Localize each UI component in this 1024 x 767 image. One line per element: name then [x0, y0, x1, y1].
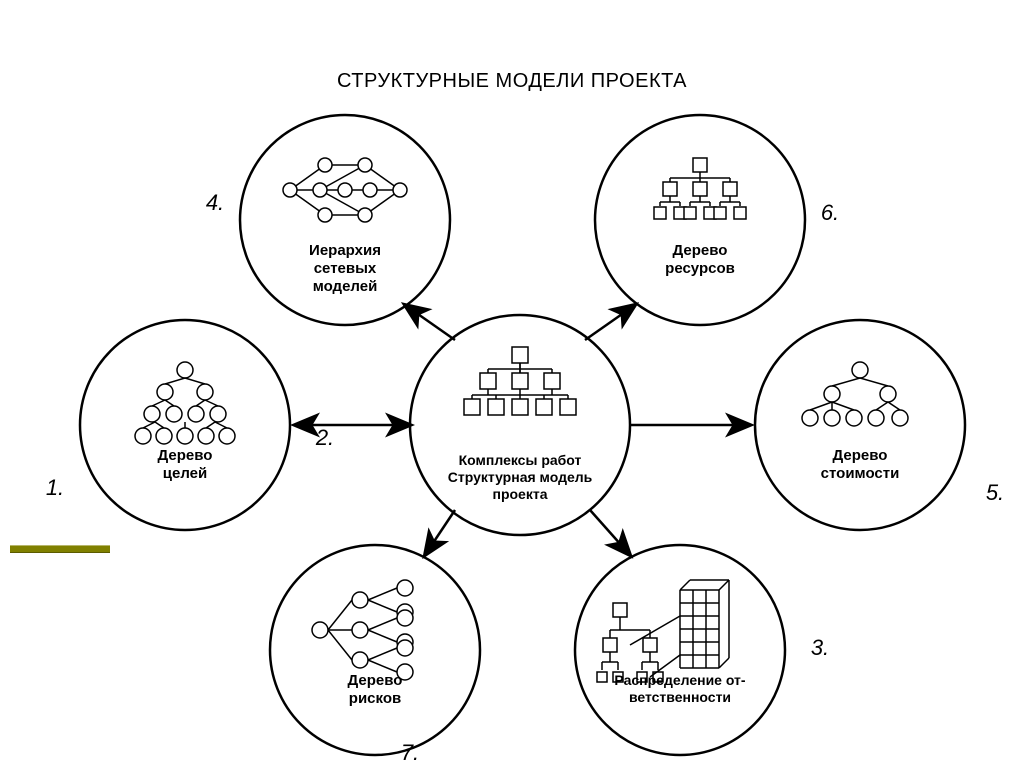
circles-risk-icon: [312, 580, 413, 680]
node-n5: Деревостоимости: [755, 320, 965, 530]
node-n4-label-1: Иерархия: [309, 242, 381, 259]
diagram-svg: Комплексы работСтруктурная модельпроекта…: [10, 100, 1014, 760]
number-label-n3: 3.: [811, 635, 829, 660]
network-hex-icon: [283, 158, 407, 222]
page-title: СТРУКТУРНЫЕ МОДЕЛИ ПРОЕКТА: [0, 70, 1024, 93]
node-n4-label-2: сетевых: [314, 260, 377, 277]
node-n1-label-1: Дерево: [158, 447, 213, 464]
diagram-canvas: Комплексы работСтруктурная модельпроекта…: [10, 100, 1014, 760]
node-center: Комплексы работСтруктурная модельпроекта: [410, 315, 630, 535]
number-label-n5: 5.: [986, 480, 1004, 505]
node-n7: Дереворисков: [270, 545, 480, 755]
arrow-center-n3: [590, 510, 630, 555]
number-label-n6: 6.: [821, 200, 839, 225]
circles-tree-icon: [802, 362, 908, 426]
node-n6: Дереворесурсов: [595, 115, 805, 325]
node-n3: Распределение от-ветственности: [575, 545, 785, 755]
squares-tree-small-icon: [654, 158, 746, 219]
number-label-n7: 7.: [401, 740, 419, 760]
node-n4-label-3: моделей: [313, 278, 378, 295]
arrow-center-n7: [425, 510, 455, 555]
node-n7-label-1: Дерево: [348, 672, 403, 689]
node-n5-label-1: Дерево: [833, 447, 888, 464]
node-center-label-1: Комплексы работ: [459, 452, 582, 468]
node-n6-label-2: ресурсов: [665, 260, 735, 277]
arrows-layer: [295, 305, 750, 555]
number-label-n2: 2.: [315, 425, 334, 450]
page-root: СТРУКТУРНЫЕ МОДЕЛИ ПРОЕКТА Комплексы раб…: [0, 0, 1024, 767]
arrow-center-n6: [585, 305, 635, 340]
matrix-icon: [597, 580, 729, 682]
number-label-n4: 4.: [206, 190, 224, 215]
node-n6-label-1: Дерево: [673, 242, 728, 259]
node-n1-label-2: целей: [163, 465, 207, 482]
node-n1: Деревоцелей: [80, 320, 290, 530]
node-center-label-2: Структурная модель: [448, 469, 593, 485]
node-n3-label-1: Распределение от-: [614, 672, 745, 688]
node-n4: Иерархиясетевыхмоделей: [240, 115, 450, 325]
circles-pyramid-icon: [135, 362, 235, 444]
node-n5-label-2: стоимости: [821, 465, 900, 482]
arrow-center-n4: [405, 305, 455, 340]
node-n3-label-2: ветственности: [629, 689, 731, 705]
number-label-n1: 1.: [46, 475, 64, 500]
node-center-label-3: проекта: [493, 486, 548, 502]
squares-tree-icon: [464, 347, 576, 415]
node-n7-label-2: рисков: [349, 690, 401, 707]
